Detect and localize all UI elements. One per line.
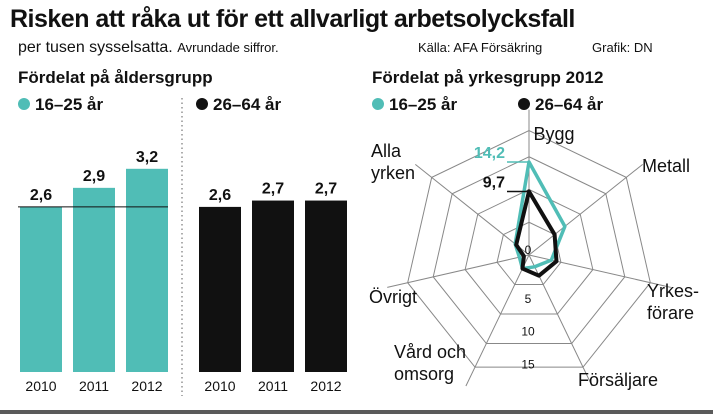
radar-axis-label: Yrkes-förare: [647, 281, 699, 323]
radar-spoke: [528, 163, 643, 256]
radar-axis-label: Övrigt: [369, 287, 417, 307]
bar-young-2011: [73, 187, 115, 372]
radar-axis-label-line: Yrkes-: [647, 281, 699, 301]
bar-value-label: 2,6: [209, 187, 231, 204]
radar-grid-ring: [407, 129, 651, 368]
radar-ring-label: 15: [521, 357, 535, 371]
graphic-credit: Grafik: DN: [592, 40, 653, 55]
radar-ring-label: 0: [525, 243, 532, 257]
bar-adult-2011: [252, 200, 294, 372]
radar-axis-label: Försäljare: [578, 370, 658, 390]
radar-ring-label: 5: [525, 292, 532, 306]
legend-dot-black: [518, 98, 530, 110]
radar-axis-label-line: yrken: [371, 163, 415, 183]
x-tick-label: 2010: [25, 378, 56, 394]
legend-young-left: 16–25 år: [18, 95, 103, 115]
x-tick-label: 2012: [131, 378, 162, 394]
radar-axis-label-line: Vård och: [394, 342, 466, 362]
bar-value-label: 3,2: [136, 149, 158, 166]
radar-axis-label-line: förare: [647, 303, 694, 323]
legend-dot-black: [196, 98, 208, 110]
subtitle-text: per tusen sysselsatta.: [18, 39, 173, 56]
radar-axis-label-line: Övrigt: [369, 287, 417, 307]
legend-adult-left: 26–64 år: [196, 95, 281, 115]
legend-dot-teal: [18, 98, 30, 110]
source-credit: Källa: AFA Försäkring: [418, 40, 543, 55]
occupation-section-title: Fördelat på yrkesgrupp 2012: [372, 68, 604, 87]
radar-axis-label-line: Bygg: [533, 124, 574, 144]
legend-adult-right: 26–64 år: [518, 95, 603, 115]
chart-title: Risken att råka ut för ett allvarligt ar…: [10, 5, 575, 33]
legend-label: 16–25 år: [389, 95, 458, 114]
legend-label: 16–25 år: [35, 95, 104, 114]
x-tick-label: 2011: [79, 378, 109, 394]
x-tick-label: 2012: [310, 378, 341, 394]
radar-axis-label-line: omsorg: [394, 364, 454, 384]
radar-axis-label: Vård och omsorg: [394, 342, 466, 384]
x-tick-label: 2011: [258, 378, 288, 394]
chart-subtitle: per tusen sysselsatta. Avrundade siffror…: [18, 39, 279, 57]
radar-axis-label-line: Alla: [371, 141, 402, 161]
radar-axis-label: Bygg: [533, 124, 574, 144]
legend-label: 26–64 år: [535, 95, 604, 114]
radar-series-adult: [514, 189, 559, 278]
radar-ring-label: 10: [521, 325, 535, 339]
bar-value-label: 2,9: [83, 168, 105, 185]
legend-dot-teal: [372, 98, 384, 110]
radar-spoke: [415, 163, 530, 256]
legend-label: 26–64 år: [213, 95, 282, 114]
radar-axis-label-line: Försäljare: [578, 370, 658, 390]
bar-value-label: 2,6: [30, 187, 52, 204]
bar-young-2012: [126, 168, 168, 372]
bar-young-2010: [20, 206, 62, 372]
age-section-title: Fördelat på åldersgrupp: [18, 68, 213, 87]
radar-grid-ring: [432, 156, 626, 345]
bar-adult-2010: [199, 206, 241, 372]
radar-spoke: [465, 254, 530, 387]
radar-axis-label: Alla yrken: [371, 141, 415, 183]
annotation-value-label: 14,2: [474, 145, 505, 162]
subtitle-note: Avrundade siffror.: [177, 40, 279, 55]
radar-grid-ring: [464, 188, 594, 315]
x-tick-label: 2010: [204, 378, 235, 394]
radar-spoke: [387, 254, 530, 288]
annotation-value-label: 9,7: [483, 174, 505, 191]
legend-young-right: 16–25 år: [372, 95, 457, 115]
bar-adult-2012: [305, 200, 347, 372]
bottom-rule: [0, 410, 713, 414]
bar-value-label: 2,7: [315, 181, 337, 198]
radar-axis-label-line: Metall: [642, 156, 690, 176]
radar-axis-label: Metall: [642, 156, 690, 176]
bar-value-label: 2,7: [262, 181, 284, 198]
